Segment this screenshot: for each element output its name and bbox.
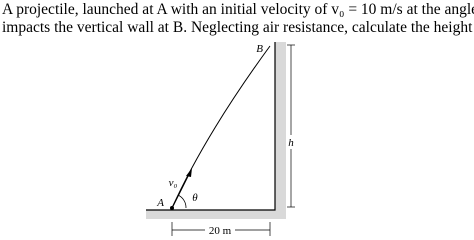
wall [275, 42, 286, 219]
label-v0: v₀ [169, 177, 178, 189]
trajectory [171, 45, 271, 209]
point-a [170, 206, 174, 210]
label-a: A [156, 197, 164, 209]
label-h: h [288, 137, 294, 149]
label-bg [286, 135, 296, 149]
surface [146, 42, 276, 211]
angle-arc [177, 194, 187, 209]
label-distance: 20 m [209, 225, 232, 237]
label-b: B [256, 43, 263, 55]
figure: B h v₀ θ A 20 m [146, 42, 296, 237]
problem-line: impacts the vertical wall at B. Neglecti… [2, 19, 474, 36]
ground [146, 210, 286, 219]
problem-line: A projectile, launched at A with an init… [2, 1, 474, 18]
velocity-arrow [171, 171, 191, 209]
label-theta: θ [192, 192, 198, 204]
arrowhead [186, 168, 192, 177]
